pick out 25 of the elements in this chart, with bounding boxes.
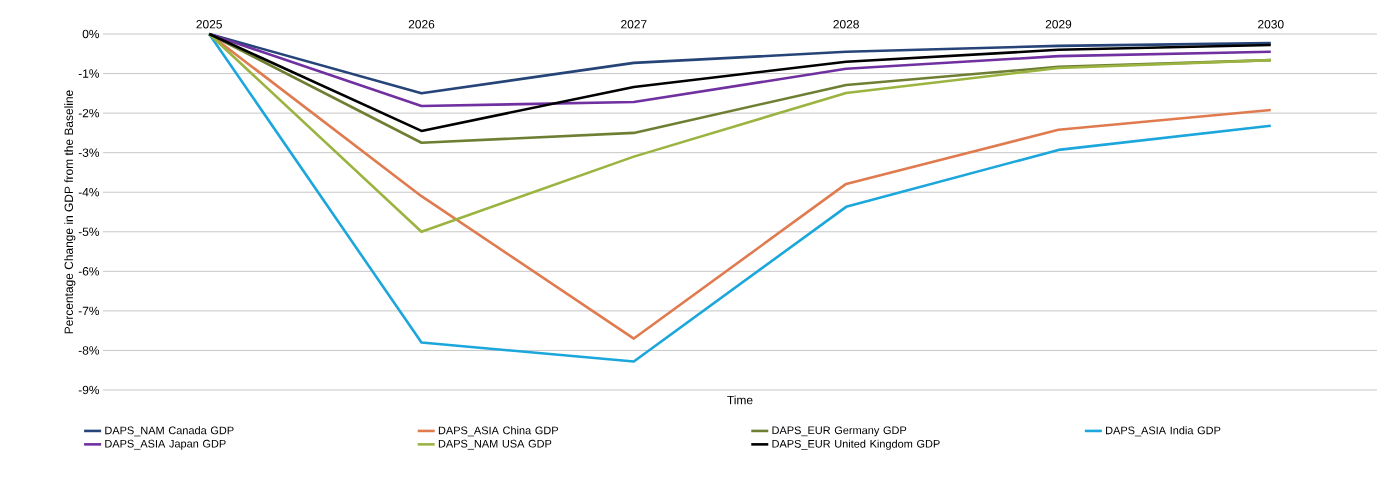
y-tick-label: -2% — [78, 108, 100, 118]
legend-label: DAPS_ASIA Japan GDP — [105, 439, 226, 450]
x-tick-label: 2030 — [1258, 20, 1284, 29]
y-tick-label: -4% — [78, 188, 100, 197]
x-axis-title: Time — [727, 395, 753, 405]
x-tick-label: 2029 — [1045, 20, 1072, 29]
x-tick-label: 2026 — [408, 20, 435, 29]
y-tick-label: -9% — [78, 385, 100, 395]
x-tick-label: 2025 — [196, 20, 222, 29]
y-tick-label: -1% — [78, 69, 100, 78]
y-tick-label: -5% — [78, 227, 100, 236]
legend-label: DAPS_EUR United Kingdom GDP — [772, 439, 940, 450]
legend-label: DAPS_NAM Canada GDP — [105, 426, 234, 437]
y-tick-label: -3% — [78, 148, 100, 157]
y-tick-label: -6% — [78, 267, 100, 276]
y-tick-label: -7% — [78, 306, 100, 316]
x-tick-label: 2027 — [621, 20, 647, 29]
legend-label: DAPS_ASIA China GDP — [438, 426, 558, 437]
legend-label: DAPS_ASIA India GDP — [1106, 426, 1221, 437]
y-tick-label: -8% — [78, 346, 100, 355]
y-tick-label: 0% — [82, 29, 100, 39]
x-tick-label: 2028 — [833, 20, 859, 29]
legend-label: DAPS_NAM USA GDP — [438, 439, 552, 450]
legend-label: DAPS_EUR Germany GDP — [772, 426, 907, 437]
y-axis-title: Percentage Change in GDP from the Baseline — [64, 90, 76, 334]
